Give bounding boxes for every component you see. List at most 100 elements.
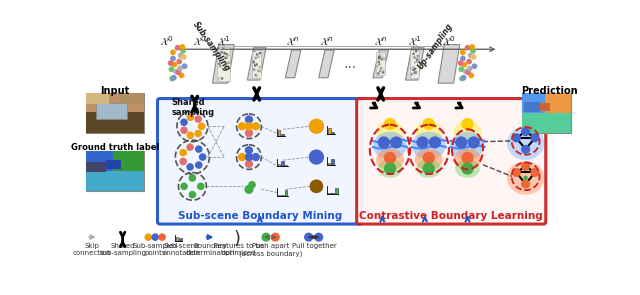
Bar [328, 193, 331, 194]
Circle shape [221, 78, 223, 79]
Circle shape [256, 64, 257, 65]
Circle shape [378, 58, 380, 59]
Circle shape [187, 144, 193, 150]
Bar [86, 162, 106, 173]
Circle shape [145, 234, 151, 240]
Circle shape [226, 54, 227, 55]
Polygon shape [319, 50, 334, 78]
Bar [278, 195, 280, 196]
Bar [86, 93, 109, 104]
Bar [278, 130, 280, 136]
Circle shape [195, 130, 201, 137]
Circle shape [258, 55, 259, 57]
Polygon shape [212, 45, 234, 83]
Circle shape [417, 59, 418, 60]
Bar [281, 134, 284, 136]
Circle shape [182, 55, 186, 59]
Circle shape [260, 71, 261, 72]
Ellipse shape [415, 149, 443, 170]
Circle shape [415, 72, 417, 73]
Circle shape [524, 176, 527, 179]
Bar [332, 193, 334, 194]
Circle shape [383, 58, 385, 60]
Text: Pull together: Pull together [292, 243, 337, 249]
Circle shape [470, 45, 474, 49]
Circle shape [531, 169, 539, 176]
Bar [328, 163, 331, 165]
Circle shape [259, 66, 260, 68]
Circle shape [221, 52, 222, 53]
Text: Ground truth label: Ground truth label [70, 143, 159, 152]
Text: Up-sampling: Up-sampling [416, 22, 454, 71]
Bar [278, 164, 280, 166]
Circle shape [220, 57, 221, 58]
Bar [335, 188, 338, 194]
Circle shape [522, 128, 529, 135]
Bar [522, 93, 545, 113]
Circle shape [246, 154, 252, 160]
Ellipse shape [376, 149, 404, 170]
Bar [106, 160, 121, 169]
Circle shape [196, 162, 202, 168]
Circle shape [225, 57, 226, 58]
Circle shape [383, 72, 384, 73]
Circle shape [416, 73, 417, 74]
Circle shape [176, 70, 180, 75]
Circle shape [239, 154, 246, 160]
Text: Boundary
determination: Boundary determination [186, 243, 235, 256]
Circle shape [309, 150, 323, 164]
Circle shape [380, 72, 381, 73]
Circle shape [259, 67, 260, 68]
Circle shape [258, 71, 259, 72]
Bar [285, 190, 287, 196]
Circle shape [513, 134, 520, 142]
Circle shape [379, 64, 380, 65]
Circle shape [469, 73, 474, 78]
Circle shape [180, 150, 186, 156]
Circle shape [417, 59, 418, 60]
Bar [120, 93, 143, 104]
Bar [86, 93, 143, 112]
Circle shape [246, 130, 252, 137]
Text: Sub-scene Boundary Mining: Sub-scene Boundary Mining [178, 211, 342, 221]
Text: Sub-sampled
points: Sub-sampled points [132, 243, 178, 256]
Circle shape [460, 76, 464, 81]
Circle shape [381, 68, 382, 69]
Circle shape [461, 56, 465, 61]
Circle shape [182, 64, 187, 68]
Circle shape [180, 45, 184, 49]
Circle shape [187, 164, 193, 170]
Circle shape [171, 50, 175, 55]
Circle shape [259, 53, 260, 54]
Circle shape [380, 54, 381, 55]
Bar [540, 103, 550, 111]
Circle shape [181, 119, 187, 125]
Circle shape [189, 191, 195, 198]
Circle shape [255, 74, 257, 76]
Circle shape [383, 70, 384, 71]
Circle shape [465, 45, 470, 50]
Circle shape [246, 160, 252, 167]
Bar [522, 93, 571, 133]
Circle shape [385, 153, 396, 163]
Circle shape [228, 62, 229, 63]
Circle shape [256, 75, 257, 77]
Circle shape [381, 56, 383, 57]
Polygon shape [373, 50, 388, 78]
Ellipse shape [376, 121, 404, 142]
Polygon shape [285, 50, 301, 78]
Ellipse shape [417, 159, 441, 178]
Circle shape [252, 55, 253, 57]
Circle shape [458, 61, 463, 65]
Circle shape [429, 137, 440, 148]
Bar [281, 161, 284, 166]
Text: ...: ... [343, 57, 356, 71]
Circle shape [239, 123, 246, 130]
Bar [86, 93, 143, 133]
Circle shape [305, 233, 312, 241]
Bar [86, 112, 143, 133]
Circle shape [258, 56, 259, 58]
Circle shape [200, 154, 205, 160]
Circle shape [413, 57, 415, 58]
Circle shape [245, 186, 253, 193]
